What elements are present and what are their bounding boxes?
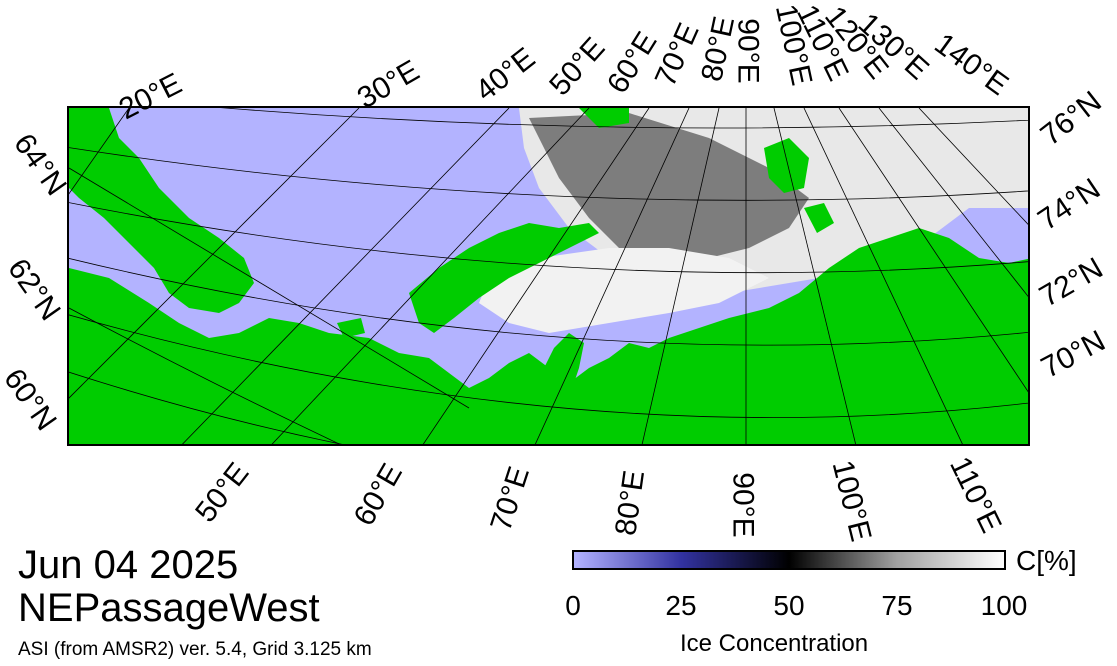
land-franz-josef [579, 108, 629, 128]
land [69, 108, 1028, 444]
sea-ice-pocket [479, 248, 769, 333]
parallel-66n [69, 371, 343, 444]
land-severnaya-zemlya [764, 138, 809, 193]
lon-label-70e: 70°E [648, 18, 706, 92]
map-canvas [69, 108, 1028, 444]
parallel-70n [69, 257, 1028, 346]
parallel-76n [220, 108, 1028, 129]
land-taymyr [719, 298, 1028, 444]
meridian-30e [69, 108, 360, 399]
meridian-110e [803, 108, 963, 444]
lon-label-bottom-70e: 70°E [484, 462, 537, 536]
lon-label-140e: 140°E [928, 27, 1015, 103]
parallel-68n [69, 314, 1028, 418]
parallel-64n [69, 167, 470, 409]
land-gydan [619, 363, 674, 444]
meridian-50e [271, 108, 590, 444]
lon-label-bottom-50e: 50°E [189, 456, 256, 529]
sea-ice-dark-band [529, 113, 809, 268]
colorbar-tick-100: 100 [980, 590, 1028, 621]
colorbar-tick-75: 75 [881, 590, 913, 621]
lat-label-76n: 76°N [1034, 84, 1108, 153]
source-label: ASI (from AMSR2) ver. 5.4, Grid 3.125 km [18, 639, 372, 660]
land-yamal [520, 333, 584, 444]
meridian-40e [182, 108, 510, 444]
lon-label-50e: 50°E [543, 31, 612, 103]
parallel-62n [69, 307, 341, 444]
parallel-72n [69, 202, 1028, 274]
lat-label-70n: 70°N [1035, 324, 1111, 385]
land-novaya-zemlya [409, 223, 599, 333]
colorbar [572, 550, 1006, 570]
parallel-74n [69, 147, 1028, 201]
lon-label-90e: 90°E [731, 18, 765, 84]
meridian-20e [69, 108, 130, 195]
meridian-140e [918, 108, 1028, 225]
lat-label-60n: 60°N [0, 362, 63, 437]
meridian-60e [422, 108, 650, 444]
colorbar-tick-25: 25 [665, 590, 697, 621]
colorbar-title: Ice Concentration [680, 630, 869, 657]
colorbar-tick-50: 50 [773, 590, 805, 621]
meridian-100e [773, 108, 857, 444]
colorbar-unit: C[%] [1016, 545, 1077, 576]
lon-label-60e: 60°E [600, 26, 664, 100]
lat-label-74n: 74°N [1032, 172, 1107, 238]
region-label: NEPassageWest [18, 586, 320, 630]
meridian-120e [838, 108, 1028, 393]
meridian-130e [878, 108, 1028, 297]
graticule [69, 108, 1028, 444]
date-label: Jun 04 2025 [18, 543, 239, 587]
meridian-70e [534, 108, 690, 444]
lon-label-bottom-110e: 110°E [943, 451, 1008, 538]
lon-label-40e: 40°E [469, 41, 542, 108]
land-scandinavia [69, 108, 254, 313]
lat-label-64n: 64°N [7, 127, 73, 202]
lat-label-72n: 72°N [1033, 251, 1109, 314]
lat-label-62n: 62°N [1, 252, 67, 327]
ice-concentration-map [67, 106, 1030, 446]
lon-label-bottom-80e: 80°E [609, 468, 652, 538]
land-island-small-1 [804, 203, 834, 233]
lon-label-bottom-90e: 90°E [726, 472, 760, 538]
lon-label-bottom-100e: 100°E [825, 457, 878, 545]
lon-label-bottom-60e: 60°E [347, 458, 409, 532]
meridian-80e [641, 108, 720, 444]
colorbar-tick-0: 0 [565, 590, 581, 621]
